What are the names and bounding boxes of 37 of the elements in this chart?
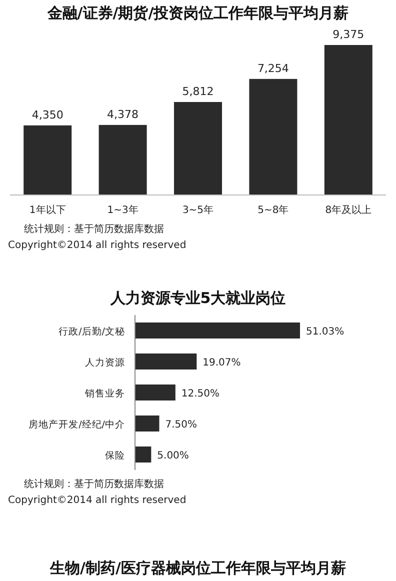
y-tick-label: 销售业务: [84, 388, 125, 400]
data-label: 5.00%: [157, 450, 189, 462]
text: Copyright©2014 all rights reserved: [8, 240, 186, 251]
x-tick-label: 1年以下: [29, 204, 66, 216]
x-tick-label: 8年及以上: [325, 204, 372, 216]
data-label: 19.07%: [202, 358, 241, 368]
bar: [135, 446, 152, 462]
text: Copyright©2014 all rights reserved: [8, 495, 186, 506]
data-label: 7.50%: [165, 420, 198, 430]
bar: [135, 322, 300, 338]
x-tick-label: 3~5年: [182, 204, 214, 216]
y-tick-label: 保险: [105, 450, 125, 462]
data-label: 4,378: [107, 108, 139, 121]
data-label: 5,812: [182, 85, 214, 98]
bar: [24, 125, 72, 195]
data-label: 4,350: [32, 108, 64, 122]
x-tick-label: 5~8年: [258, 204, 289, 216]
data-label: 51.03%: [306, 326, 344, 338]
data-label: 12.50%: [181, 388, 220, 400]
x-tick-label: 1~3年: [107, 204, 138, 216]
bar: [174, 102, 222, 195]
chart-title: 金融/证券/期货/投资岗位工作年限与平均月薪: [46, 4, 349, 22]
bar: [135, 354, 197, 370]
bar: [135, 384, 176, 400]
y-tick-label: 人力资源: [85, 356, 125, 368]
text: 统计规则：基于简历数据库数据: [24, 223, 164, 235]
y-tick-label: 房地产开发/经纪/中介: [28, 418, 125, 430]
bar: [249, 78, 298, 195]
text: 统计规则：基于简历数据库数据: [24, 478, 164, 490]
data-label: 9,375: [332, 28, 364, 41]
chart-title: 人力资源专业5大就业岗位: [109, 289, 286, 307]
bar: [98, 124, 147, 195]
bar: [135, 416, 160, 432]
bar: [324, 45, 372, 195]
data-label: 7,254: [257, 62, 289, 75]
text: 生物/制药/医疗器械岗位工作年限与平均月薪: [49, 559, 346, 577]
y-tick-label: 行政/后勤/文秘: [58, 326, 125, 338]
